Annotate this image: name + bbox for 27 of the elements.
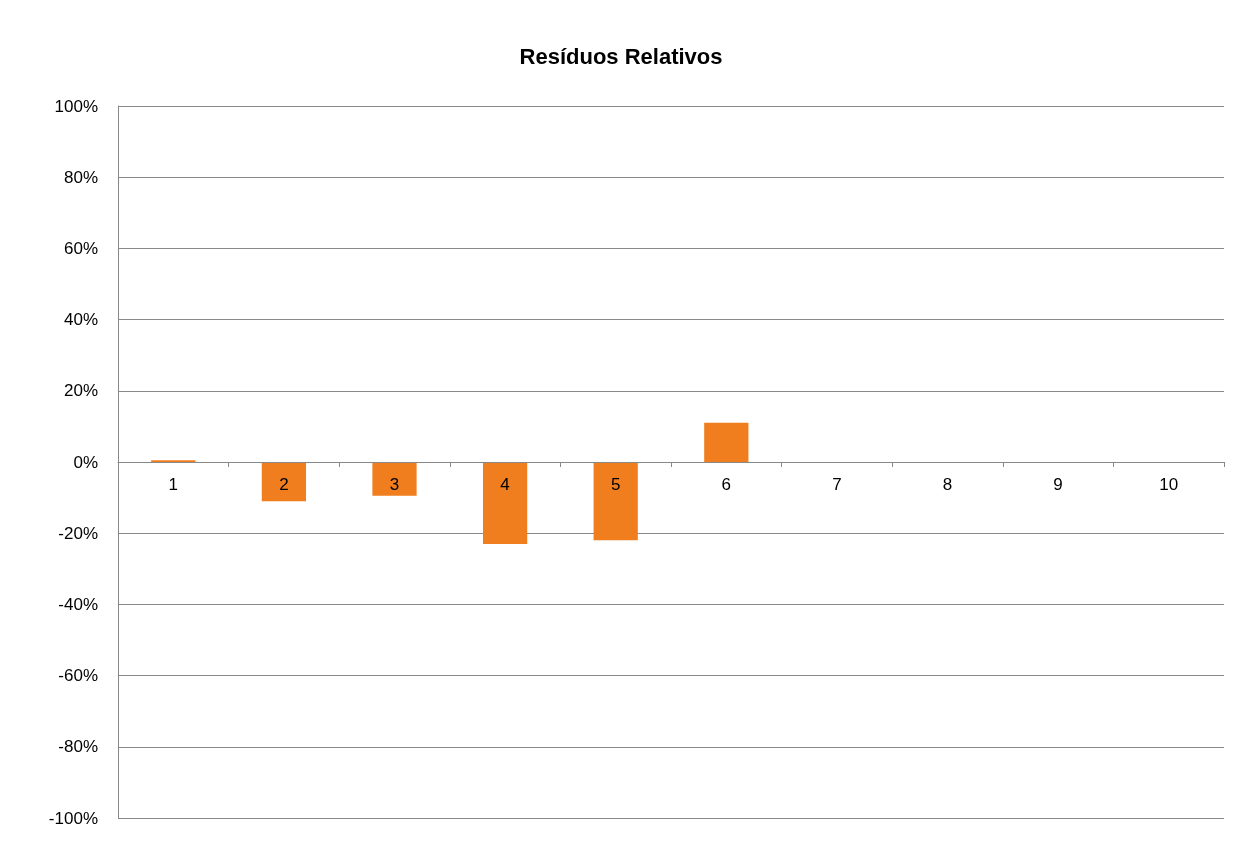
x-tick-label: 7 (832, 475, 842, 494)
bar (261, 462, 307, 502)
y-tick-label: 0% (73, 452, 98, 472)
x-tick-label: 4 (500, 475, 510, 494)
y-tick-label: -20% (58, 523, 98, 543)
x-tick-label: 5 (610, 475, 621, 494)
bar (482, 462, 528, 544)
bar (372, 462, 417, 496)
x-tick-label: 6 (721, 475, 732, 494)
y-tick-label: 20% (63, 381, 98, 401)
y-tick-label: -40% (58, 594, 98, 614)
bar (593, 462, 638, 541)
chart-title: Resíduos Relativos (519, 43, 723, 69)
y-tick-label: -80% (58, 737, 98, 757)
y-tick-label: 100% (54, 96, 98, 116)
y-tick-label: 40% (63, 310, 98, 330)
x-tick-label: 9 (1053, 475, 1063, 494)
x-tick-label: 2 (279, 475, 289, 494)
y-tick-label: -100% (48, 808, 98, 828)
x-tick-label: 10 (1159, 475, 1179, 494)
x-tick-label: 1 (168, 475, 179, 494)
bar (704, 422, 749, 462)
x-tick-label: 3 (389, 475, 400, 494)
y-tick-label: -60% (58, 666, 98, 686)
y-tick-label: 60% (63, 238, 98, 258)
x-tick-label: 8 (942, 475, 953, 494)
y-tick-label: 80% (63, 167, 98, 187)
